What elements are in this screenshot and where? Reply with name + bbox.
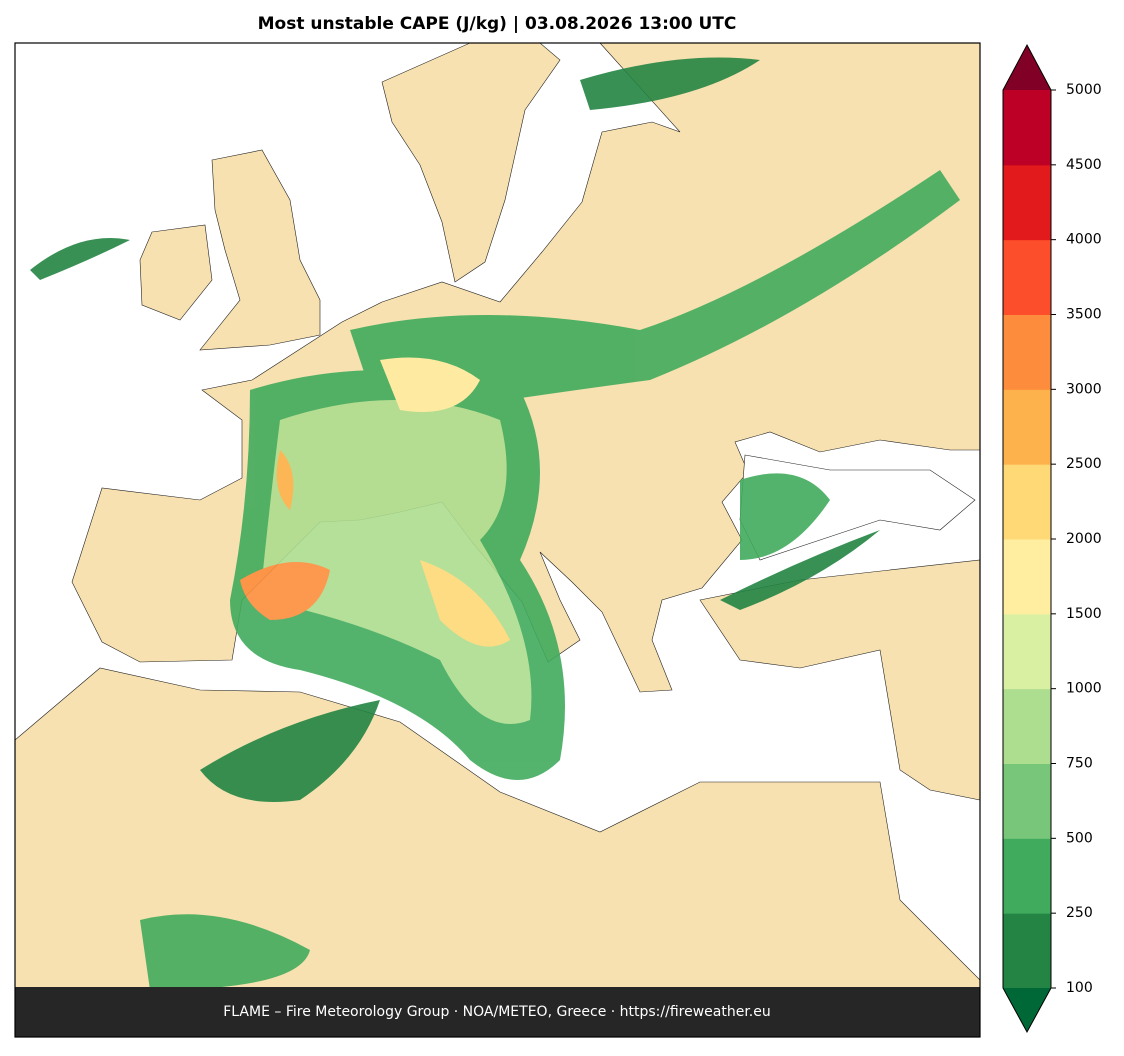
colorbar-segment	[1003, 688, 1051, 764]
colorbar-segment	[1003, 239, 1051, 315]
colorbar-segment	[1003, 464, 1051, 540]
colorbar-segment	[1003, 164, 1051, 241]
footer-text: FLAME – Fire Meteorology Group · NOA/MET…	[223, 1004, 771, 1020]
colorbar-segment	[1003, 613, 1051, 690]
colorbar-segment	[1003, 389, 1051, 465]
map-title: Most unstable CAPE (J/kg) | 03.08.2026 1…	[258, 14, 737, 34]
colorbar-segment	[1003, 539, 1051, 615]
colorbar: 100 250 500 750 1000 1500 2000 2500 3000 3500 4000…	[1002, 43, 1102, 1034]
cape-field	[30, 57, 960, 990]
colorbar-segment	[1003, 90, 1051, 166]
colorbar-segment	[1003, 913, 1051, 989]
map: FLAME – Fire Meteorology Group · NOA/MET…	[14, 42, 981, 1038]
colorbar-tick-label: 5000	[1066, 82, 1102, 98]
colorbar-extend-over	[1003, 45, 1051, 90]
colorbar-extend-under	[1003, 988, 1051, 1032]
colorbar-tick-label: 500	[1066, 830, 1093, 846]
colorbar-segment	[1003, 838, 1051, 914]
colorbar-tick-label: 2000	[1066, 531, 1102, 547]
colorbar-tick-label: 250	[1066, 905, 1093, 921]
colorbar-tick-label: 4500	[1066, 157, 1102, 173]
colorbar-tick-label: 4000	[1066, 232, 1102, 248]
colorbar-tick-label: 750	[1066, 756, 1093, 772]
footer-bar	[15, 987, 980, 1037]
colorbar-segment	[1003, 763, 1051, 839]
colorbar-tick-label: 3500	[1066, 307, 1102, 323]
colorbar-segment	[1003, 314, 1051, 390]
colorbar-tick-label: 100	[1066, 980, 1093, 996]
colorbar-tick-label: 1000	[1066, 681, 1102, 697]
colorbar-tick-label: 3000	[1066, 381, 1102, 397]
map-frame	[14, 42, 981, 1038]
colorbar-tick-label: 2500	[1066, 456, 1102, 472]
colorbar-tick-label: 1500	[1066, 606, 1102, 622]
